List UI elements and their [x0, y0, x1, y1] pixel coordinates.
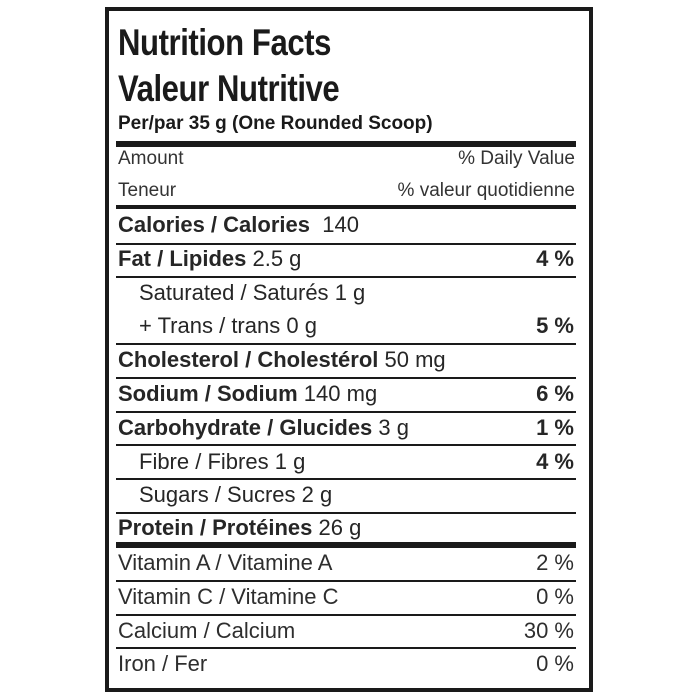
amount-header-fr: Teneur — [118, 180, 177, 201]
vitamin-label: Calcium / Calcium — [118, 618, 296, 643]
nutrient-daily-value: 1 % — [536, 415, 574, 440]
divider-medium — [116, 205, 576, 209]
nutrient-row: Carbohydrate / Glucides 3 g 1 % — [118, 417, 574, 439]
nutrient-amount: 140 mg — [303, 381, 378, 406]
nutrient-amount: 1 g — [334, 280, 366, 305]
divider-thick — [116, 542, 576, 548]
vitamin-daily-value: 30 % — [523, 618, 574, 643]
nutrient-row: Cholesterol / Cholestérol 50 mg — [118, 349, 574, 371]
divider — [116, 647, 576, 649]
nutrient-daily-value: 6 % — [536, 381, 574, 406]
nutrient-amount: 50 mg — [384, 347, 446, 372]
divider — [116, 343, 576, 345]
nutrient-label: Saturated / Saturés — [139, 280, 329, 305]
vitamin-row: Vitamin C / Vitamine C 0 % — [118, 586, 574, 608]
nutrient-label: Fat / Lipides — [118, 246, 247, 271]
vitamin-row: Calcium / Calcium 30 % — [118, 620, 574, 642]
vitamin-label: Vitamin A / Vitamine A — [118, 550, 333, 575]
vitamin-label: Vitamin C / Vitamine C — [118, 584, 339, 609]
daily-value-header-fr: % valeur quotidienne — [397, 180, 575, 201]
nutrient-amount: 26 g — [318, 515, 362, 540]
nutrient-amount: 1 g — [274, 449, 306, 474]
nutrient-label: Protein / Protéines — [118, 515, 313, 540]
nutrient-daily-value: 4 % — [536, 246, 574, 271]
amount-header-en: Amount — [118, 148, 184, 169]
nutrient-row: Saturated / Saturés 1 g — [139, 282, 574, 304]
nutrient-daily-value: 4 % — [536, 449, 574, 474]
nutrient-row: Sodium / Sodium 140 mg 6 % — [118, 383, 574, 405]
daily-value-header-en: % Daily Value — [458, 148, 575, 169]
divider — [116, 276, 576, 278]
calories-row: Calories / Calories 140 — [118, 214, 574, 236]
nutrient-label: Sugars / Sucres — [139, 482, 296, 507]
title-french: Valeur Nutritive — [118, 68, 340, 109]
nutrient-row: Sugars / Sucres 2 g — [139, 484, 574, 506]
nutrient-amount: 3 g — [378, 415, 410, 440]
nutrient-label: Sodium / Sodium — [118, 381, 298, 406]
nutrient-label: Fibre / Fibres — [139, 449, 269, 474]
nutrient-amount: 2 g — [301, 482, 333, 507]
serving-size: Per/par 35 g (One Rounded Scoop) — [118, 113, 433, 134]
calories-label: Calories / Calories — [118, 212, 310, 237]
vitamin-row: Iron / Fer 0 % — [118, 653, 574, 675]
divider — [116, 377, 576, 379]
nutrient-row: + Trans / trans 0 g 5 % — [139, 315, 574, 337]
nutrient-label: Cholesterol / Cholestérol — [118, 347, 379, 372]
divider — [116, 614, 576, 616]
calories-value: 140 — [322, 212, 359, 237]
divider — [116, 580, 576, 582]
divider — [116, 478, 576, 480]
nutrient-daily-value: 5 % — [536, 313, 574, 338]
divider — [116, 243, 576, 245]
nutrient-label: + Trans / trans — [139, 313, 281, 338]
divider — [116, 512, 576, 514]
vitamin-daily-value: 0 % — [536, 584, 574, 609]
title-english: Nutrition Facts — [118, 22, 331, 63]
divider-thick — [116, 141, 576, 147]
vitamin-row: Vitamin A / Vitamine A 2 % — [118, 552, 574, 574]
nutrient-amount: 0 g — [286, 313, 317, 338]
divider — [116, 411, 576, 413]
nutrient-label: Carbohydrate / Glucides — [118, 415, 373, 440]
nutrient-row: Protein / Protéines 26 g — [118, 517, 574, 539]
vitamin-label: Iron / Fer — [118, 651, 208, 676]
nutrient-amount: 2.5 g — [252, 246, 302, 271]
vitamin-daily-value: 2 % — [536, 550, 574, 575]
divider — [116, 444, 576, 446]
vitamin-daily-value: 0 % — [536, 651, 574, 676]
nutrient-row: Fat / Lipides 2.5 g 4 % — [118, 248, 574, 270]
nutrition-label — [105, 7, 593, 692]
nutrient-row: Fibre / Fibres 1 g 4 % — [139, 451, 574, 473]
